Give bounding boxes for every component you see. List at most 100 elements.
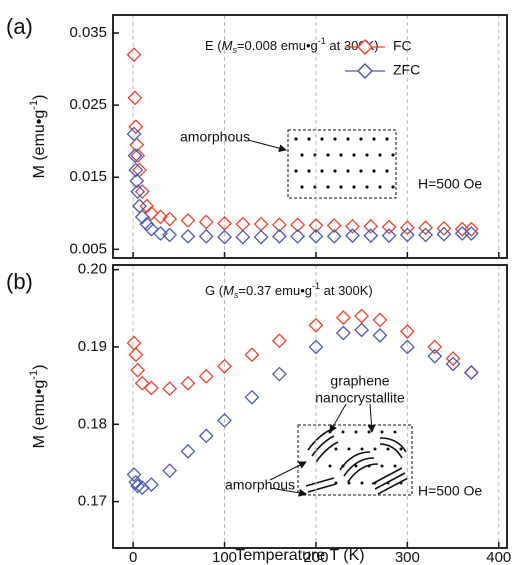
marker xyxy=(217,229,232,245)
y-tick-label: 0.015 xyxy=(69,168,107,185)
marker xyxy=(198,368,214,384)
inset-dot xyxy=(360,447,364,451)
inset-dot xyxy=(359,137,363,141)
inset-dot xyxy=(380,430,384,434)
inset-dot xyxy=(352,153,356,157)
marker xyxy=(308,339,324,355)
marker xyxy=(217,412,232,428)
inset-a xyxy=(247,129,397,199)
x-tick-label: 0 xyxy=(129,549,137,565)
y-tick-label: 0.005 xyxy=(69,240,107,257)
marker xyxy=(126,126,142,142)
inset-label: graphene xyxy=(330,373,389,389)
x-tick-label: 300 xyxy=(395,549,420,565)
marker xyxy=(326,228,342,244)
annotation-text: G ( xyxy=(205,283,224,298)
marker xyxy=(130,148,146,164)
inset-dot xyxy=(365,185,369,189)
inset-dot xyxy=(393,430,397,434)
marker xyxy=(180,375,196,391)
marker xyxy=(127,148,143,164)
marker xyxy=(244,389,260,405)
marker xyxy=(132,162,147,178)
inset-dot xyxy=(399,481,403,485)
marker xyxy=(139,198,155,214)
marker xyxy=(235,216,251,232)
x-tick-label: 200 xyxy=(303,549,328,565)
annotation-text: E ( xyxy=(205,38,222,53)
inset-dot xyxy=(334,447,338,451)
marker xyxy=(130,478,146,494)
marker xyxy=(153,209,168,225)
marker xyxy=(180,443,196,459)
marker xyxy=(463,226,479,241)
y-label-sup: -1 xyxy=(28,100,40,110)
annotation: E (Ms=0.008 emu•g-1 at 300K) xyxy=(205,36,379,55)
marker xyxy=(463,365,479,380)
y-tick-label: 0.18 xyxy=(78,415,107,432)
inset-dot xyxy=(360,481,364,485)
annotation-symbol: M xyxy=(222,38,233,53)
inset-dot xyxy=(352,185,356,189)
y-label-text: M (emu•g xyxy=(31,380,48,449)
marker xyxy=(134,184,150,200)
marker xyxy=(445,356,461,372)
inset-label: nanocrystallite xyxy=(315,390,405,406)
marker xyxy=(399,324,415,339)
inset-dot xyxy=(333,169,337,173)
series xyxy=(126,126,479,245)
marker xyxy=(198,428,214,444)
marker xyxy=(308,218,324,233)
inset-dot xyxy=(328,430,332,434)
legend-marker xyxy=(356,62,374,80)
inset-dot xyxy=(341,464,345,468)
marker xyxy=(143,221,159,237)
marker xyxy=(198,228,214,244)
marker xyxy=(335,310,351,325)
inset-dot xyxy=(367,464,371,468)
marker xyxy=(372,312,388,328)
inset-dot xyxy=(307,169,311,173)
inset-dot xyxy=(391,185,395,189)
marker xyxy=(463,221,479,237)
marker xyxy=(271,228,287,244)
marker xyxy=(162,227,178,243)
annotation-text: =0.008 emu•g xyxy=(237,38,318,53)
legend-label: FC xyxy=(393,38,412,54)
y-label-suffix: ) xyxy=(31,95,48,100)
annotation: G (Ms=0.37 emu•g-1 at 300K) xyxy=(205,281,373,300)
inset-dot xyxy=(333,137,337,141)
marker xyxy=(143,380,159,396)
inset-label: amorphous xyxy=(180,129,250,145)
marker xyxy=(180,213,196,228)
annotation-sup: -1 xyxy=(312,281,320,291)
inset-dot xyxy=(365,153,369,157)
marker xyxy=(354,308,370,324)
field-label: H=500 Oe xyxy=(418,483,482,499)
marker xyxy=(354,322,370,338)
marker xyxy=(271,333,287,349)
inset-dot xyxy=(391,153,395,157)
inset-dot xyxy=(300,153,304,157)
marker xyxy=(198,214,214,230)
marker xyxy=(271,217,287,233)
marker xyxy=(399,339,415,355)
marker xyxy=(162,211,178,227)
inset-label: amorphous xyxy=(225,477,295,493)
inset-dot xyxy=(385,137,389,141)
marker xyxy=(128,347,144,363)
inset-dot xyxy=(372,137,376,141)
inset-dot xyxy=(380,464,384,468)
y-tick-label: 0.025 xyxy=(69,96,107,113)
x-tick-label: 400 xyxy=(486,549,511,565)
y-label-text: M (emu•g xyxy=(31,110,48,179)
marker xyxy=(427,339,443,355)
inset-dot xyxy=(300,185,304,189)
marker xyxy=(143,205,159,221)
inset-dot xyxy=(354,464,358,468)
marker xyxy=(128,162,144,178)
marker xyxy=(244,347,260,363)
y-axis-label: M (emu•g-1) xyxy=(28,95,48,179)
inset-dot xyxy=(328,464,332,468)
marker xyxy=(335,325,351,341)
